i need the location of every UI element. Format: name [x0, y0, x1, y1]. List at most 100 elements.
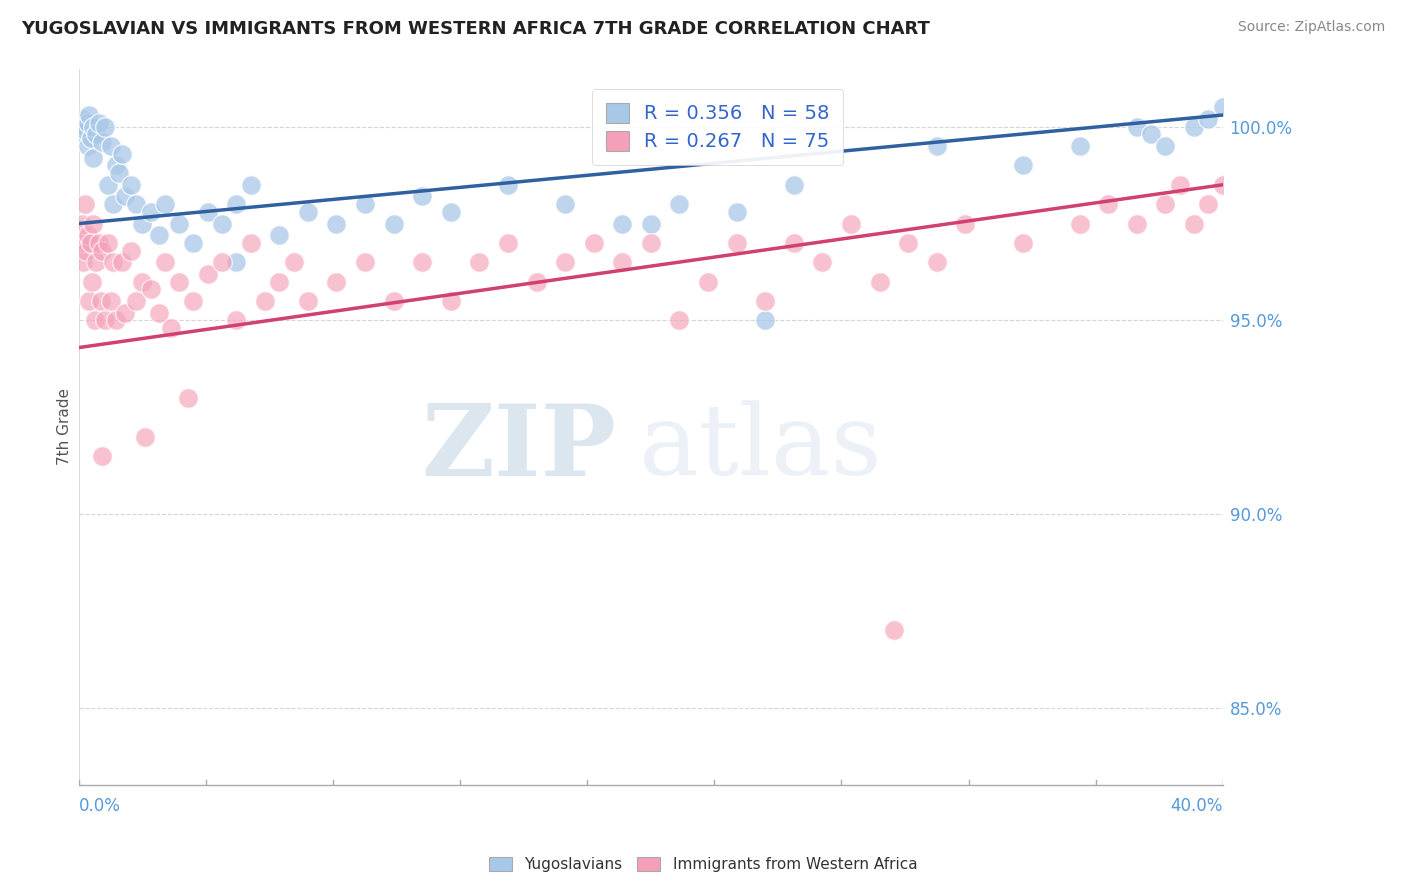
Point	[111, 255, 134, 269]
Point	[148, 228, 170, 243]
Point	[97, 235, 120, 250]
Point	[131, 217, 153, 231]
Point	[1069, 139, 1091, 153]
Point	[1126, 120, 1149, 134]
Point	[325, 217, 347, 231]
Point	[839, 217, 862, 231]
Point	[73, 197, 96, 211]
Point	[811, 255, 834, 269]
Point	[83, 313, 105, 327]
Point	[1069, 217, 1091, 231]
Point	[94, 120, 117, 134]
Point	[297, 293, 319, 308]
Point	[382, 217, 405, 231]
Point	[496, 235, 519, 250]
Point	[668, 197, 690, 211]
Point	[354, 197, 377, 211]
Point	[153, 197, 176, 211]
Point	[925, 139, 948, 153]
Point	[1212, 178, 1234, 192]
Point	[79, 131, 101, 145]
Point	[114, 189, 136, 203]
Point	[754, 313, 776, 327]
Point	[440, 293, 463, 308]
Point	[77, 108, 100, 122]
Point	[91, 244, 114, 258]
Point	[73, 120, 96, 134]
Point	[79, 235, 101, 250]
Point	[1212, 100, 1234, 114]
Point	[897, 235, 920, 250]
Point	[783, 178, 806, 192]
Point	[1011, 158, 1033, 172]
Point	[440, 205, 463, 219]
Point	[668, 313, 690, 327]
Point	[82, 120, 104, 134]
Point	[1140, 128, 1163, 142]
Legend: R = 0.356   N = 58, R = 0.267   N = 75: R = 0.356 N = 58, R = 0.267 N = 75	[592, 89, 844, 165]
Point	[72, 255, 94, 269]
Point	[225, 255, 247, 269]
Point	[103, 197, 125, 211]
Point	[1197, 197, 1219, 211]
Point	[76, 228, 98, 243]
Point	[69, 235, 91, 250]
Point	[77, 293, 100, 308]
Point	[269, 228, 291, 243]
Point	[167, 275, 190, 289]
Point	[114, 306, 136, 320]
Point	[253, 293, 276, 308]
Point	[120, 244, 142, 258]
Point	[82, 151, 104, 165]
Point	[1154, 197, 1177, 211]
Point	[153, 255, 176, 269]
Point	[197, 267, 219, 281]
Point	[125, 293, 148, 308]
Text: ZIP: ZIP	[422, 400, 617, 497]
Point	[120, 178, 142, 192]
Point	[496, 178, 519, 192]
Text: 0.0%: 0.0%	[79, 797, 121, 815]
Point	[526, 275, 548, 289]
Point	[640, 235, 662, 250]
Point	[105, 313, 128, 327]
Point	[783, 235, 806, 250]
Point	[131, 275, 153, 289]
Point	[177, 391, 200, 405]
Point	[1097, 197, 1119, 211]
Point	[582, 235, 605, 250]
Point	[84, 128, 107, 142]
Point	[76, 139, 98, 153]
Point	[89, 116, 111, 130]
Point	[91, 449, 114, 463]
Point	[955, 217, 977, 231]
Point	[125, 197, 148, 211]
Point	[159, 321, 181, 335]
Point	[100, 139, 122, 153]
Point	[72, 112, 94, 126]
Point	[1154, 139, 1177, 153]
Point	[269, 275, 291, 289]
Point	[1011, 235, 1033, 250]
Point	[89, 235, 111, 250]
Point	[754, 293, 776, 308]
Point	[468, 255, 491, 269]
Point	[554, 255, 576, 269]
Point	[239, 235, 262, 250]
Point	[612, 217, 634, 231]
Point	[148, 306, 170, 320]
Text: atlas: atlas	[640, 401, 882, 496]
Point	[297, 205, 319, 219]
Legend: Yugoslavians, Immigrants from Western Africa: Yugoslavians, Immigrants from Western Af…	[481, 849, 925, 880]
Point	[197, 205, 219, 219]
Point	[70, 128, 93, 142]
Point	[1126, 217, 1149, 231]
Point	[183, 293, 205, 308]
Point	[94, 313, 117, 327]
Point	[1182, 217, 1205, 231]
Point	[382, 293, 405, 308]
Point	[75, 123, 97, 137]
Point	[1197, 112, 1219, 126]
Point	[211, 255, 233, 269]
Point	[697, 275, 720, 289]
